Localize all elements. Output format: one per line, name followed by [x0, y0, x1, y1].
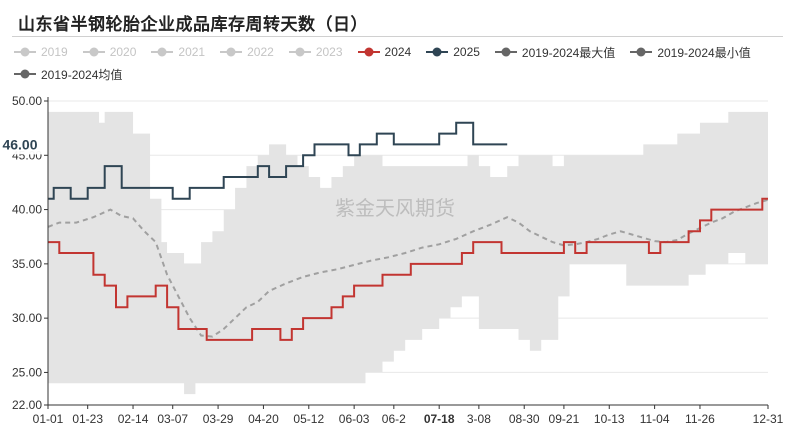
legend-marker-icon: [630, 47, 653, 57]
x-tick-label-14: 11-04: [640, 412, 670, 426]
x-tick-label-12: 09-21: [549, 412, 580, 426]
legend-label: 2019-2024最小值: [657, 45, 751, 60]
legend-marker-icon: [357, 47, 380, 57]
crosshair-value-badge: [0, 134, 44, 155]
x-tick-label-10: 3-08: [467, 412, 491, 426]
y-tick-label-4: 30.00: [12, 311, 42, 325]
x-tick-label-4: 03-29: [203, 412, 234, 426]
legend: 2019 2020 2021 2022 2023 2024 2025 2019-2024最大值…: [14, 42, 784, 86]
y-tick-label-5: 25.00: [12, 365, 42, 379]
series-line-2025: [48, 121, 508, 200]
x-tick-label-5: 04-20: [248, 412, 279, 426]
crosshair-value-label: 46.00: [2, 136, 37, 152]
legend-label: 2019: [41, 45, 68, 59]
legend-label: 2025: [453, 45, 480, 59]
legend-marker-icon: [14, 69, 36, 79]
watermark-text: 紫金天风期货: [335, 196, 455, 220]
x-tick-label-15: 11-26: [685, 412, 715, 426]
legend-item-0[interactable]: 2019: [14, 42, 68, 62]
legend-item-4[interactable]: 2023: [288, 42, 343, 62]
legend-item-1[interactable]: 2020: [82, 42, 137, 62]
legend-marker-icon: [14, 47, 36, 57]
legend-marker-icon: [220, 47, 243, 57]
legend-label: 2019-2024均值: [41, 67, 123, 82]
x-tick-label-7: 06-03: [339, 412, 370, 426]
legend-label: 2021: [178, 45, 206, 59]
legend-item-6[interactable]: 2025: [426, 42, 480, 62]
x-tick-label-2: 02-14: [118, 412, 149, 426]
legend-label: 2019-2024最大值: [521, 45, 616, 60]
chart-title: 山东省半钢轮胎企业成品库存周转天数（日）: [18, 15, 368, 35]
series-line-2024: [48, 197, 768, 341]
x-tick-label-16: 12-31: [753, 412, 784, 426]
x-tick-label-1: 01-23: [72, 412, 103, 426]
y-tick-label-3: 35.00: [12, 257, 42, 271]
legend-marker-icon: [151, 47, 174, 57]
x-tick-label-0: 01-01: [33, 412, 64, 426]
legend-marker-icon: [494, 47, 517, 57]
legend-item-9[interactable]: 2019-2024均值: [14, 64, 122, 84]
x-tick-label-9: 07-18: [424, 412, 455, 426]
y-tick-label-0: 50.00: [12, 94, 42, 108]
x-tick-label-6: 05-12: [293, 412, 324, 426]
title-divider: [12, 36, 783, 37]
legend-item-3[interactable]: 2022: [220, 42, 274, 62]
legend-label: 2023: [315, 45, 343, 59]
legend-item-5[interactable]: 2024: [357, 42, 412, 62]
legend-label: 2024: [384, 45, 412, 59]
legend-marker-icon: [288, 47, 311, 57]
legend-label: 2022: [247, 45, 274, 59]
legend-marker-icon: [426, 47, 449, 57]
legend-item-2[interactable]: 2021: [151, 42, 205, 62]
legend-item-7[interactable]: 2019-2024最大值: [494, 42, 616, 62]
y-tick-label-6: 22.00: [12, 398, 42, 412]
legend-label: 2020: [109, 45, 137, 59]
y-tick-label-2: 40.00: [12, 203, 42, 217]
x-tick-label-3: 03-07: [157, 412, 188, 426]
x-tick-label-8: 06-2: [382, 412, 406, 426]
x-tick-label-11: 08-30: [509, 412, 540, 426]
range-band: [48, 111, 768, 395]
x-tick-label-13: 10-13: [594, 412, 625, 426]
legend-marker-icon: [82, 47, 105, 57]
legend-item-8[interactable]: 2019-2024最小值: [630, 42, 751, 62]
